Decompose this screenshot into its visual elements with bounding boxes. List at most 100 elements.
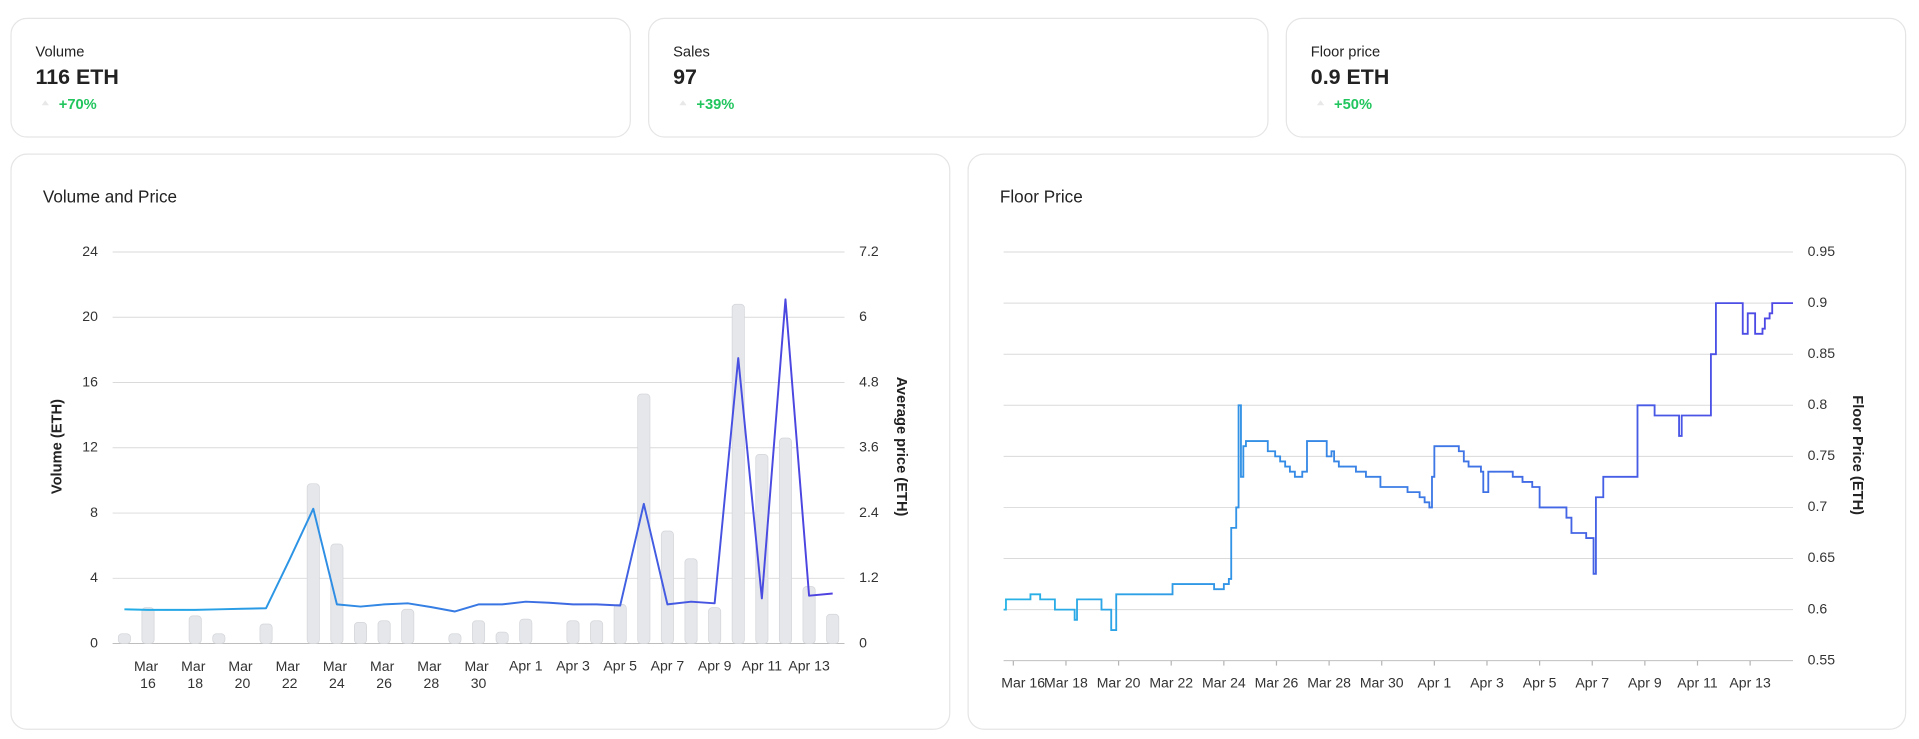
- bar: [495, 631, 509, 644]
- x-tick-label: Apr 11: [1677, 675, 1718, 691]
- stat-value: 97: [673, 65, 697, 89]
- bar: [519, 618, 533, 644]
- bar: [755, 453, 769, 644]
- bar: [306, 483, 320, 644]
- y2-axis-label: Average price (ETH): [893, 377, 909, 517]
- y-tick-label: 8: [90, 504, 98, 520]
- y-tick-label: 0.6: [1808, 600, 1828, 616]
- x-tick-label: Mar 18: [181, 658, 209, 691]
- stat-change: +39%: [696, 97, 734, 113]
- bar: [826, 613, 840, 644]
- bar: [731, 303, 745, 644]
- trend-icon: [41, 100, 49, 106]
- x-tick-label: Mar 22: [276, 658, 304, 691]
- bar: [354, 621, 367, 644]
- y-tick-label: 0.8: [1808, 396, 1828, 412]
- bar: [330, 543, 344, 644]
- x-tick-label: Apr 7: [651, 658, 685, 674]
- stat-value: 116 ETH: [35, 65, 118, 89]
- y-tick-label: 12: [82, 439, 98, 455]
- x-tick-label: Mar 30: [464, 658, 492, 691]
- bar: [637, 393, 651, 644]
- bar: [448, 633, 462, 644]
- x-tick-label: Apr 9: [698, 658, 732, 674]
- y-tick-label: 0.65: [1808, 549, 1836, 565]
- y-axis-label: Volume (ETH): [49, 399, 65, 494]
- floor-line: [1003, 302, 1794, 631]
- x-tick-label: Apr 13: [1729, 675, 1771, 691]
- y2-tick-label: 0: [859, 634, 867, 650]
- stat-card: [1285, 17, 1907, 138]
- stat-card: [10, 17, 631, 138]
- y2-tick-label: 4.8: [859, 373, 879, 389]
- y2-tick-label: 1.2: [859, 569, 879, 585]
- x-tick-label: Mar 24: [1202, 675, 1246, 691]
- stat-label: Floor price: [1311, 44, 1380, 60]
- stat-value: 0.9 ETH: [1311, 65, 1390, 89]
- y-tick-label: 0: [90, 634, 98, 650]
- y2-tick-label: 6: [859, 308, 867, 324]
- y-tick-label: 24: [82, 243, 98, 259]
- y-axis-label: Floor Price (ETH): [1849, 395, 1865, 515]
- bar: [566, 620, 580, 644]
- bar: [660, 530, 674, 644]
- stat-change: +50%: [1334, 97, 1372, 113]
- stat-change: +70%: [59, 97, 97, 113]
- y-tick-label: 0.95: [1808, 243, 1836, 259]
- chart-card: [967, 153, 1907, 730]
- y-tick-label: 16: [82, 373, 98, 389]
- stat-label: Sales: [673, 44, 710, 60]
- x-tick-label: Mar 20: [1097, 675, 1141, 691]
- x-tick-label: Mar 20: [228, 658, 256, 691]
- stat-label: Volume: [35, 44, 84, 60]
- x-tick-label: Apr 5: [1523, 675, 1557, 691]
- x-tick-label: Apr 13: [788, 658, 830, 674]
- trend-icon: [679, 100, 687, 106]
- y-tick-label: 20: [82, 308, 98, 324]
- price-line: [124, 298, 833, 613]
- bar: [141, 607, 155, 644]
- x-tick-label: Mar 28: [417, 658, 445, 691]
- bar: [212, 633, 226, 644]
- y-tick-label: 0.7: [1808, 498, 1828, 514]
- content: Volume 116 ETH +70% Sales 97 +39% Floor …: [10, 17, 1907, 730]
- bar: [377, 620, 391, 644]
- bar: [590, 620, 604, 644]
- y2-tick-label: 2.4: [859, 504, 879, 520]
- bar: [259, 623, 273, 644]
- y-tick-label: 0.75: [1808, 447, 1836, 463]
- x-tick-label: Apr 1: [509, 658, 543, 674]
- y-tick-label: 4: [90, 569, 98, 585]
- x-tick-label: Mar 18: [1044, 675, 1088, 691]
- x-tick-label: Mar 22: [1149, 675, 1193, 691]
- x-tick-label: Apr 7: [1575, 675, 1609, 691]
- bar: [188, 615, 202, 644]
- stat-card: [648, 17, 1269, 138]
- y-tick-label: 0.85: [1808, 345, 1836, 361]
- x-tick-label: Mar 30: [1360, 675, 1404, 691]
- bar: [117, 633, 131, 644]
- y2-tick-label: 3.6: [859, 439, 879, 455]
- x-tick-label: Apr 9: [1628, 675, 1662, 691]
- x-tick-label: Mar 24: [323, 658, 351, 691]
- x-tick-label: Mar 16: [134, 658, 162, 691]
- chart-card: [10, 153, 951, 730]
- bar: [613, 604, 627, 644]
- y-tick-label: 0.9: [1808, 294, 1828, 310]
- y2-tick-label: 7.2: [859, 243, 879, 259]
- x-tick-label: Mar 28: [1307, 675, 1351, 691]
- x-tick-label: Mar 26: [1255, 675, 1299, 691]
- x-tick-label: Mar 26: [370, 658, 398, 691]
- x-tick-label: Apr 3: [1470, 675, 1504, 691]
- bar: [401, 608, 415, 644]
- bar: [708, 607, 722, 644]
- x-tick-label: Apr 3: [556, 658, 590, 674]
- x-tick-label: Apr 5: [603, 658, 637, 674]
- y-tick-label: 0.55: [1808, 651, 1836, 667]
- x-tick-label: Apr 1: [1418, 675, 1452, 691]
- x-tick-label: Apr 11: [742, 658, 783, 674]
- trend-icon: [1316, 100, 1325, 106]
- chart-title: Floor Price: [1000, 187, 1083, 207]
